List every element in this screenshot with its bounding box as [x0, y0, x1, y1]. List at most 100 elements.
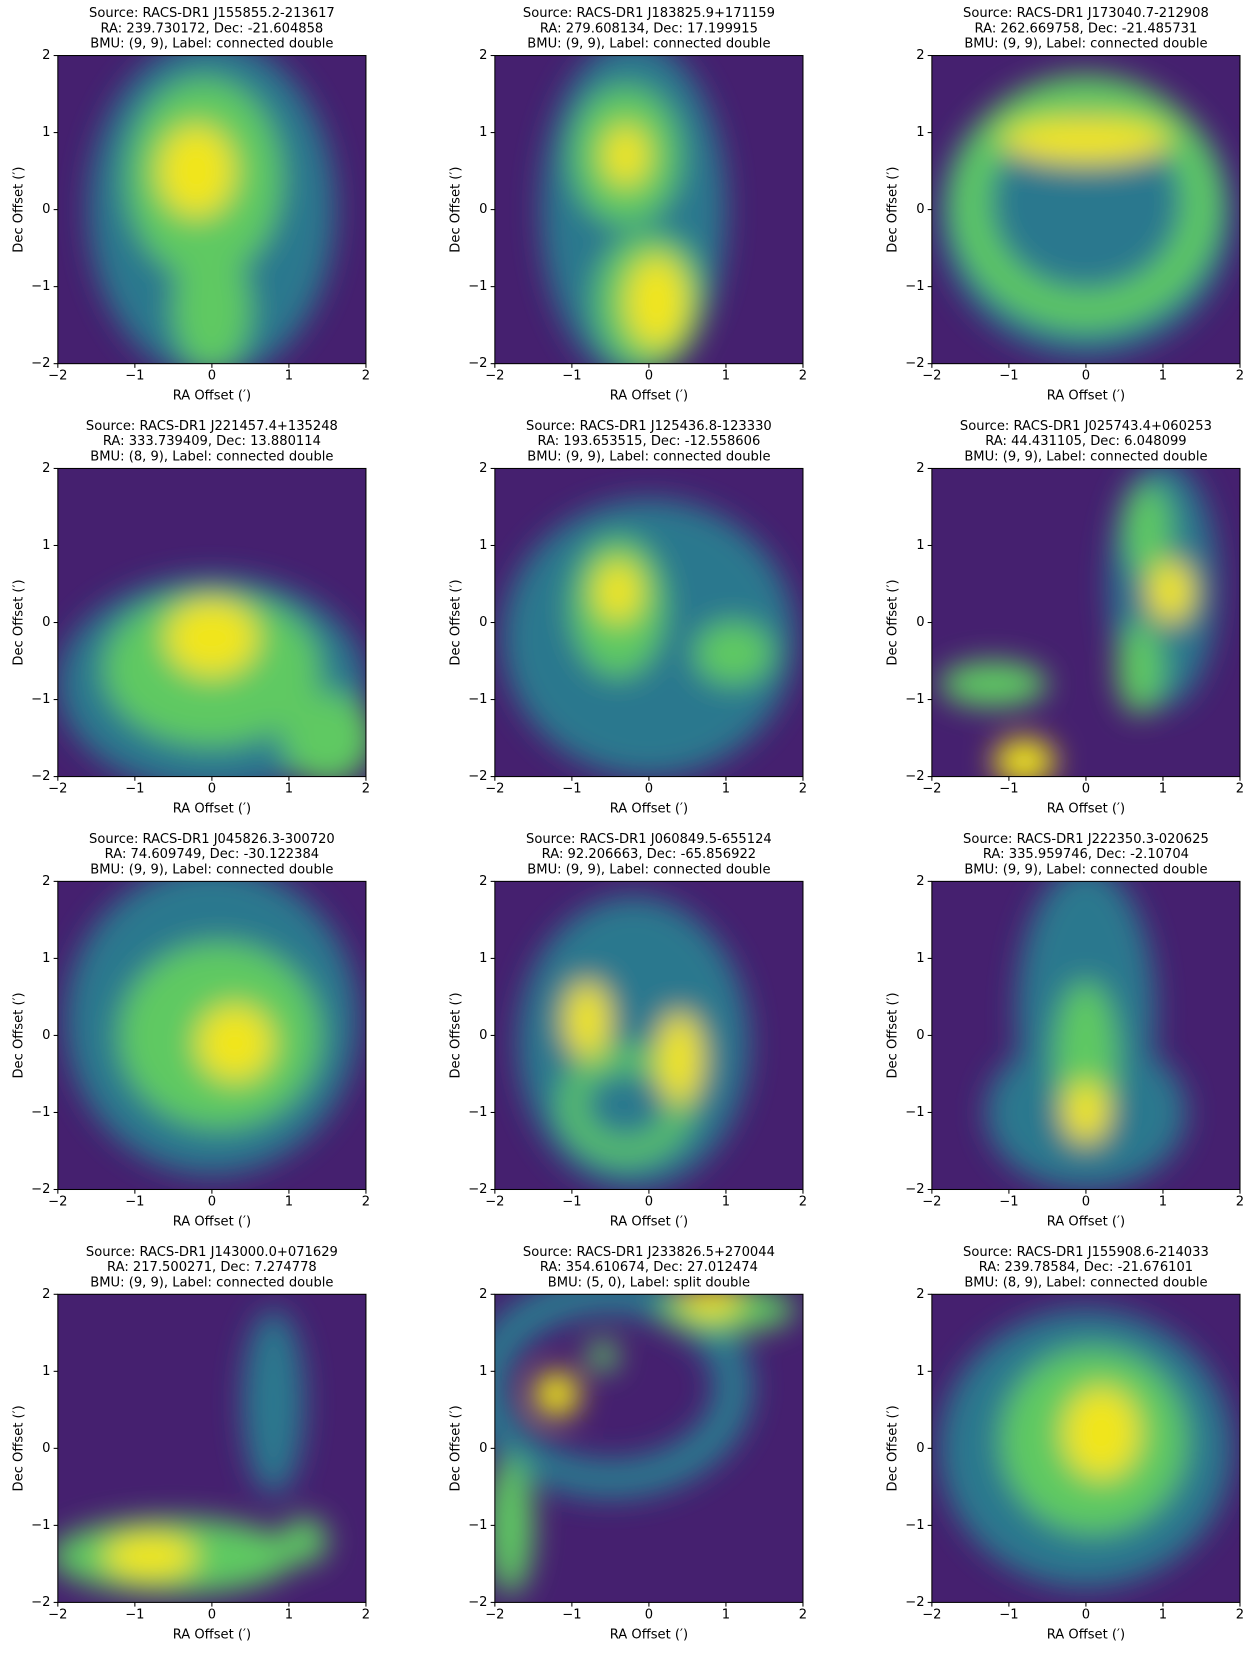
x-tick-label: −1 — [999, 1195, 1018, 1210]
x-tick-label: 0 — [645, 1607, 653, 1622]
y-tick-label: −1 — [468, 1105, 487, 1120]
image — [58, 40, 366, 379]
y-tick-label: −2 — [905, 356, 924, 371]
y-tick-label: 1 — [42, 125, 50, 140]
x-tick-label: 1 — [722, 1607, 730, 1622]
panel-title: Source: RACS-DR1 J045826.3-300720 — [89, 832, 335, 847]
y-axis-label: Dec Offset (′) — [12, 992, 27, 1078]
x-tick-label: −1 — [125, 782, 144, 797]
panel-title: Source: RACS-DR1 J025743.4+060253 — [960, 419, 1212, 434]
blob — [993, 738, 1055, 784]
y-tick-label: −1 — [905, 279, 924, 294]
panel-title: Source: RACS-DR1 J222350.3-020625 — [963, 832, 1209, 847]
y-tick-label: −2 — [31, 356, 50, 371]
panel-title: RA: 279.608134, Dec: 17.199915 — [540, 21, 758, 36]
y-tick-label: 2 — [916, 48, 924, 63]
panel-title: BMU: (8, 9), Label: connected double — [90, 449, 333, 464]
blob — [1063, 1082, 1109, 1144]
x-tick-label: 2 — [799, 782, 807, 797]
panel-title: BMU: (9, 9), Label: connected double — [964, 862, 1207, 877]
panel-title: BMU: (9, 9), Label: connected double — [964, 449, 1207, 464]
x-tick-label: 2 — [1236, 1195, 1244, 1210]
y-tick-label: −2 — [468, 1595, 487, 1610]
y-tick-label: 1 — [479, 1364, 487, 1379]
image — [487, 1287, 803, 1603]
x-tick-label: 0 — [1082, 1195, 1090, 1210]
image — [495, 40, 803, 379]
x-tick-label: −1 — [562, 369, 581, 384]
x-tick-label: 2 — [362, 1607, 370, 1622]
y-axis-label: Dec Offset (′) — [449, 992, 464, 1078]
x-axis-label: RA Offset (′) — [610, 1214, 688, 1229]
panel-title: RA: 335.959746, Dec: -2.10704 — [983, 847, 1189, 862]
blob — [657, 1012, 703, 1104]
x-tick-label: −1 — [125, 1607, 144, 1622]
x-axis-label: RA Offset (′) — [610, 802, 688, 817]
panel-title: BMU: (9, 9), Label: connected double — [527, 37, 770, 52]
panel: Source: RACS-DR1 J045826.3-300720RA: 74.… — [12, 832, 371, 1230]
x-tick-label: −1 — [562, 1607, 581, 1622]
image-blobs — [503, 499, 796, 776]
y-tick-label: 2 — [42, 48, 50, 63]
y-tick-label: −1 — [468, 1518, 487, 1533]
blob — [196, 1005, 273, 1082]
blob — [158, 125, 235, 217]
y-tick-label: 0 — [479, 202, 487, 217]
y-tick-label: −2 — [905, 769, 924, 784]
image-blobs — [89, 40, 335, 379]
y-tick-label: −2 — [31, 1182, 50, 1197]
x-tick-label: 1 — [1159, 1195, 1167, 1210]
x-tick-label: −2 — [485, 1195, 504, 1210]
x-tick-label: −1 — [562, 1195, 581, 1210]
x-tick-label: −2 — [485, 369, 504, 384]
panel-title: BMU: (9, 9), Label: connected double — [527, 862, 770, 877]
x-tick-label: 0 — [1082, 1607, 1090, 1622]
y-axis-label: Dec Offset (′) — [449, 167, 464, 253]
x-tick-label: −2 — [922, 369, 941, 384]
image — [932, 866, 1240, 1190]
panel-title: Source: RACS-DR1 J183825.9+171159 — [523, 6, 775, 21]
y-tick-label: 2 — [479, 874, 487, 889]
y-axis-label: Dec Offset (′) — [886, 579, 901, 665]
x-tick-label: 1 — [722, 1195, 730, 1210]
panel-title: BMU: (9, 9), Label: connected double — [964, 37, 1207, 52]
x-tick-label: −1 — [125, 369, 144, 384]
panel: Source: RACS-DR1 J143000.0+071629RA: 217… — [12, 1245, 371, 1643]
x-tick-label: −1 — [999, 369, 1018, 384]
x-axis-label: RA Offset (′) — [173, 389, 251, 404]
blob — [281, 1518, 327, 1564]
x-tick-label: 0 — [645, 369, 653, 384]
y-axis-label: Dec Offset (′) — [12, 167, 27, 253]
y-tick-label: 0 — [42, 202, 50, 217]
y-tick-label: 2 — [916, 874, 924, 889]
x-axis-label: RA Offset (′) — [1047, 802, 1125, 817]
y-tick-label: 1 — [916, 538, 924, 553]
panel-title: RA: 354.610674, Dec: 27.012474 — [540, 1260, 758, 1275]
x-tick-label: −1 — [125, 1195, 144, 1210]
panel-title: BMU: (9, 9), Label: connected double — [90, 1275, 333, 1290]
panel-title: RA: 193.653515, Dec: -12.558606 — [538, 434, 761, 449]
y-tick-label: 0 — [916, 1028, 924, 1043]
x-tick-label: 1 — [722, 369, 730, 384]
x-tick-label: 1 — [285, 1195, 293, 1210]
y-tick-label: −2 — [468, 356, 487, 371]
x-tick-label: 1 — [1159, 782, 1167, 797]
y-tick-label: −2 — [468, 1182, 487, 1197]
panel: Source: RACS-DR1 J222350.3-020625RA: 335… — [886, 832, 1245, 1230]
x-tick-label: 1 — [722, 782, 730, 797]
x-tick-label: 2 — [799, 1607, 807, 1622]
blob — [1117, 623, 1163, 715]
y-tick-label: 2 — [916, 1287, 924, 1302]
x-tick-label: 0 — [645, 782, 653, 797]
x-tick-label: 0 — [208, 369, 216, 384]
panel-title: BMU: (8, 9), Label: connected double — [964, 1275, 1207, 1290]
blob — [603, 125, 649, 187]
x-tick-label: −1 — [562, 782, 581, 797]
panel-title: RA: 239.730172, Dec: -21.604858 — [101, 21, 324, 36]
y-tick-label: −1 — [468, 279, 487, 294]
x-tick-label: 1 — [285, 369, 293, 384]
